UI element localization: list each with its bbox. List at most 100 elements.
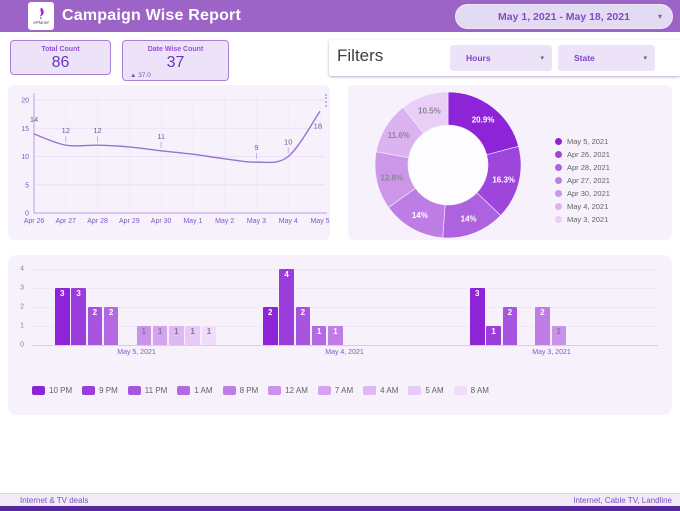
bar-value-label: 1 xyxy=(141,327,146,336)
legend-label: May 4, 2021 xyxy=(567,202,609,211)
date-range-picker[interactable]: May 1, 2021 - May 18, 2021 ▾ xyxy=(455,4,673,29)
legend-dot-icon xyxy=(555,177,562,184)
donut-slice[interactable] xyxy=(402,91,449,134)
slice-label: 10.5% xyxy=(418,107,441,116)
donut-chart[interactable]: 20.9% 16.3% 14% 14% 12.8% 11.6% 10.5% xyxy=(348,85,672,240)
bar-value-label: 3 xyxy=(76,289,81,298)
x-tick-label: Apr 30 xyxy=(151,218,172,225)
state-dropdown[interactable]: State ▾ xyxy=(558,45,655,71)
bar-value-label: 2 xyxy=(507,308,513,317)
bar-value-label: 2 xyxy=(300,308,306,317)
slice-label: 12.8% xyxy=(381,173,404,182)
bar-value-label: 1 xyxy=(333,327,338,336)
bar[interactable]: 2 xyxy=(502,307,518,345)
hours-dropdown[interactable]: Hours ▾ xyxy=(450,45,552,71)
legend-dot-icon xyxy=(555,164,562,171)
legend-label: May 5, 2021 xyxy=(567,137,609,146)
legend-swatch-icon xyxy=(177,386,191,395)
legend-label: 11 PM xyxy=(144,386,168,395)
legend-label: 9 PM xyxy=(99,386,118,395)
legend-label: 12 AM xyxy=(285,386,308,395)
legend-label: 5 AM xyxy=(425,386,444,395)
donut-legend-item[interactable]: May 4, 2021 xyxy=(555,200,610,213)
legend-dot-icon xyxy=(555,138,562,145)
legend-swatch-icon xyxy=(268,386,282,395)
chevron-down-icon: ▾ xyxy=(643,55,647,62)
legend-label: Apr 30, 2021 xyxy=(567,189,610,198)
bar[interactable]: 2 xyxy=(263,307,278,345)
x-category-label: May 4, 2021 xyxy=(325,349,364,356)
legend-label: 10 PM xyxy=(49,386,73,395)
bar-legend-item[interactable]: 10 PM xyxy=(32,386,72,395)
donut-legend-item[interactable]: Apr 26, 2021 xyxy=(555,148,610,161)
bar-value-label: 2 xyxy=(92,308,98,317)
gridline-h xyxy=(32,326,658,327)
bar-value-label: 1 xyxy=(157,327,163,336)
x-tick-label: May 5 xyxy=(310,218,329,225)
bar-legend-item[interactable]: 7 AM xyxy=(317,386,353,395)
legend-label: 8 PM xyxy=(239,386,259,395)
point-label: 12 xyxy=(93,126,101,135)
legend-swatch-icon xyxy=(317,386,331,395)
bar[interactable]: 2 xyxy=(535,307,550,345)
bar-value-label: 2 xyxy=(268,308,273,317)
bar-chart[interactable]: 0 1 2 3 4 3 3 2 2 1 1 1 1 1 May 5, 2021 2 4 2 1 1 May 4, 202… xyxy=(8,255,672,415)
x-category-label: May 3, 2021 xyxy=(532,349,571,356)
x-tick-label: May 1 xyxy=(183,218,202,225)
bar[interactable]: 1 xyxy=(486,326,501,345)
bar[interactable]: 2 xyxy=(87,307,103,345)
bar-legend-item[interactable]: 8 PM xyxy=(222,386,259,395)
bar-legend-item[interactable]: 8 AM xyxy=(453,386,489,395)
y-tick-label: 3 xyxy=(20,284,24,292)
bar[interactable]: 1 xyxy=(185,326,200,345)
bar-value-label: 1 xyxy=(491,327,496,336)
legend-swatch-icon xyxy=(127,386,141,395)
donut-legend-item[interactable]: Apr 30, 2021 xyxy=(555,187,610,200)
y-tick-label: 15 xyxy=(21,126,29,133)
donut-legend-item[interactable]: Apr 28, 2021 xyxy=(555,161,610,174)
bar-legend-item[interactable]: 1 AM xyxy=(177,386,213,395)
bar[interactable]: 1 xyxy=(551,326,566,345)
legend-label: 8 AM xyxy=(470,386,489,395)
bar[interactable]: 1 xyxy=(152,326,168,345)
bar[interactable]: 2 xyxy=(103,307,119,345)
filters-title: Filters xyxy=(337,46,384,65)
bar[interactable]: 1 xyxy=(311,326,327,345)
bar[interactable]: 1 xyxy=(136,326,151,345)
legend-label: Apr 27, 2021 xyxy=(567,176,610,185)
point-label: 12 xyxy=(62,126,70,135)
line-series[interactable] xyxy=(33,110,321,164)
bar-legend-item[interactable]: 11 PM xyxy=(127,386,168,395)
bar[interactable]: 2 xyxy=(295,307,311,345)
donut-legend-item[interactable]: May 5, 2021 xyxy=(555,135,610,148)
app-header: ePlanet Campaign Wise Report May 1, 2021… xyxy=(0,0,680,32)
logo-text: ePlanet xyxy=(33,19,49,25)
donut-legend-item[interactable]: Apr 27, 2021 xyxy=(555,174,610,187)
bar[interactable]: 3 xyxy=(55,288,70,345)
page-title: Campaign Wise Report xyxy=(62,7,241,24)
bar[interactable]: 3 xyxy=(71,288,86,345)
stat-label: Date Wise Count xyxy=(147,46,204,53)
bar[interactable]: 4 xyxy=(279,269,294,345)
bar[interactable]: 1 xyxy=(201,326,217,345)
bar-value-label: 1 xyxy=(190,327,195,336)
bar-legend-item[interactable]: 5 AM xyxy=(408,386,444,395)
x-tick-label: Apr 29 xyxy=(119,218,140,225)
slice-label: 11.6% xyxy=(388,131,410,140)
bar-legend-item[interactable]: 4 AM xyxy=(363,386,398,395)
bar[interactable]: 3 xyxy=(470,288,485,345)
donut-legend-item[interactable]: May 3, 2021 xyxy=(555,213,610,226)
legend-swatch-icon xyxy=(82,386,96,395)
bar-legend-item[interactable]: 12 AM xyxy=(268,386,308,395)
legend-swatch-icon xyxy=(32,386,45,395)
y-tick-label: 1 xyxy=(20,322,24,330)
bar[interactable]: 1 xyxy=(328,326,343,345)
point-label: 11 xyxy=(157,132,165,141)
x-tick-label: May 3 xyxy=(247,218,266,225)
line-chart[interactable]: 0 5 10 15 20 Apr 26 Apr 27 Apr 28 Apr 29 Apr 30 Ma… xyxy=(8,85,330,240)
state-dropdown-label: State xyxy=(574,53,595,63)
slice-label: 14% xyxy=(461,215,477,224)
bar-value-label: 2 xyxy=(108,308,114,317)
bar-legend-item[interactable]: 9 PM xyxy=(82,386,118,395)
bar[interactable]: 1 xyxy=(169,326,184,345)
